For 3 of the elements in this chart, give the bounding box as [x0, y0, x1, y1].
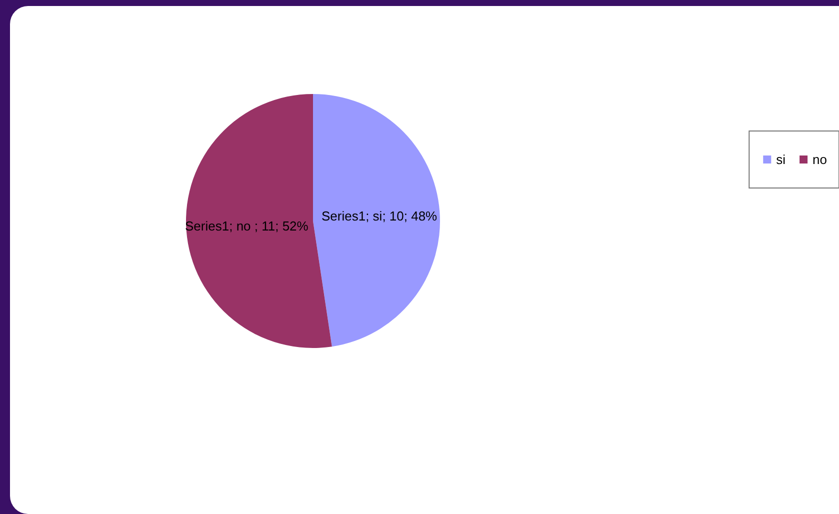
legend-label: si [776, 152, 786, 167]
legend-label: no [812, 152, 828, 167]
data-label: Series1; si; 10; 48% [322, 208, 438, 224]
